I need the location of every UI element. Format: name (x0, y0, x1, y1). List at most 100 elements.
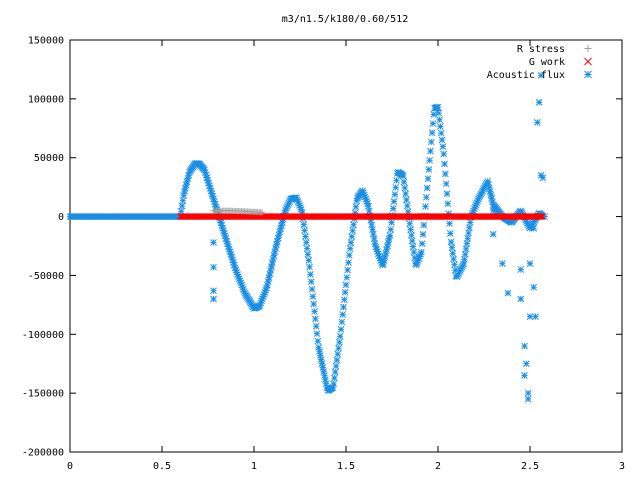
y-tick-label: 50000 (34, 153, 64, 164)
data-point (427, 138, 435, 146)
data-point (315, 344, 323, 351)
data-point (521, 342, 528, 350)
data-point (489, 230, 497, 238)
data-point (435, 109, 443, 117)
data-point (392, 184, 400, 191)
data-point (391, 191, 399, 198)
data-point (403, 196, 410, 204)
data-point (409, 243, 417, 250)
data-point (534, 119, 541, 126)
data-point (303, 245, 311, 252)
data-point (442, 180, 450, 188)
data-point (461, 250, 469, 258)
data-point (441, 160, 448, 168)
data-point (369, 226, 376, 233)
data-point (368, 221, 376, 229)
y-tick-label: -50000 (28, 271, 64, 282)
data-point (340, 303, 347, 311)
data-point (350, 221, 357, 229)
data-point (210, 263, 217, 271)
data-point (337, 325, 345, 333)
data-point (422, 193, 430, 201)
data-point (389, 205, 397, 212)
data-point (306, 263, 313, 271)
data-point (442, 170, 449, 178)
y-tick-label: -100000 (22, 330, 64, 341)
y-axis: 150000 100000 50000 0 -50000 -100000 -150000 -2… (22, 36, 622, 459)
data-point (316, 348, 323, 355)
data-point (450, 255, 457, 263)
data-point (332, 362, 340, 370)
data-point (521, 372, 528, 379)
data-point (408, 237, 416, 245)
data-point (425, 166, 433, 173)
data-point (210, 287, 217, 295)
data-point (504, 289, 512, 297)
x-tick-label: 0.5 (153, 461, 171, 472)
data-point (321, 372, 328, 379)
data-point (329, 384, 337, 391)
data-point (532, 313, 539, 320)
data-point (437, 123, 444, 130)
data-point (410, 248, 418, 256)
data-point (434, 103, 442, 111)
data-point (390, 198, 398, 205)
data-point (317, 356, 325, 363)
data-point (430, 111, 438, 118)
data-point (316, 352, 324, 359)
data-point (345, 259, 352, 266)
data-point (539, 174, 547, 182)
series-layer (66, 71, 549, 403)
data-point (344, 266, 352, 274)
data-point (446, 220, 453, 227)
data-point (301, 227, 308, 234)
data-point (526, 313, 534, 320)
data-point (524, 395, 532, 403)
data-point (417, 248, 425, 256)
x-tick-label: 0 (67, 461, 73, 472)
data-point (538, 213, 545, 220)
data-point (331, 374, 338, 382)
data-point (393, 177, 400, 184)
data-point (343, 274, 351, 281)
data-point (180, 192, 188, 199)
data-point (408, 231, 415, 239)
data-point (341, 288, 349, 296)
data-point (517, 295, 525, 303)
x-axis: 0 0.5 1 1.5 2 2.5 3 (67, 40, 625, 472)
data-point (346, 245, 354, 252)
data-point (310, 300, 318, 308)
data-point (312, 315, 319, 323)
data-point (210, 239, 217, 246)
data-point (426, 156, 433, 164)
x-tick-label: 2.5 (521, 461, 539, 472)
data-point (302, 233, 309, 240)
data-point (330, 380, 337, 388)
data-point (318, 360, 326, 367)
data-point (460, 260, 467, 268)
chart-title: m3/n1.5/k180/0.60/512 (282, 14, 408, 25)
data-point (314, 337, 322, 345)
x-tick-label: 3 (619, 461, 625, 472)
data-point (522, 360, 530, 368)
data-point (464, 234, 472, 242)
data-point (331, 368, 339, 376)
data-point (539, 213, 546, 220)
data-point (423, 184, 431, 192)
data-point (537, 71, 545, 79)
series-g-work (177, 213, 546, 220)
data-point (536, 213, 544, 220)
data-point (447, 238, 455, 246)
data-point (340, 296, 348, 304)
y-tick-label: 150000 (28, 36, 64, 47)
data-point (320, 368, 327, 375)
data-point (308, 285, 316, 293)
data-point (584, 57, 592, 66)
data-point (311, 308, 318, 315)
data-point (338, 318, 346, 326)
data-point (407, 226, 414, 233)
legend: R stress G work Acoustic flux (487, 44, 592, 81)
data-point (517, 266, 525, 273)
data-point (305, 256, 313, 264)
data-point (466, 219, 474, 226)
